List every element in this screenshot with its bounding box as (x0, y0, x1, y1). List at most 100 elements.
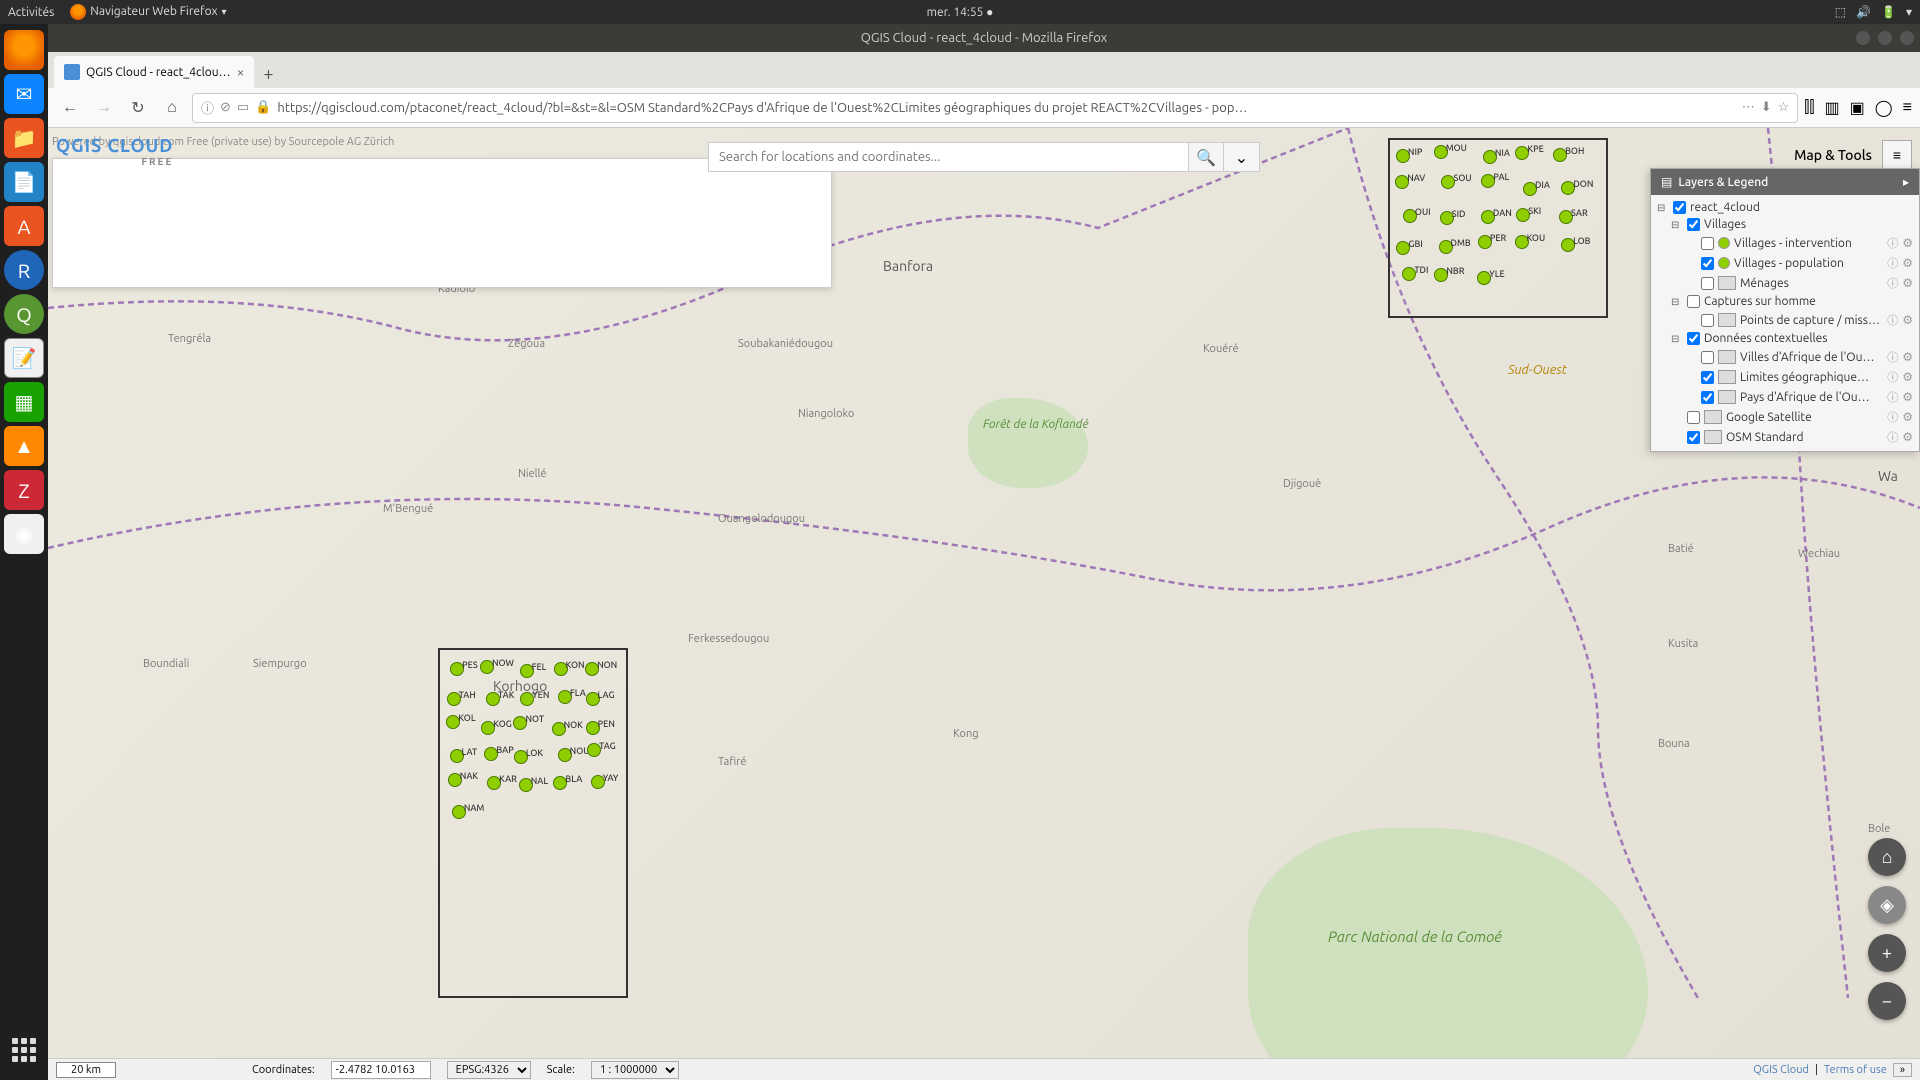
layer-item[interactable]: Pays d'Afrique de l'Ou…ⓘ⚙ (1657, 387, 1913, 407)
page-actions-icon[interactable]: ⋯ (1742, 100, 1755, 115)
menu-icon[interactable]: ≡ (1903, 98, 1912, 117)
dock-firefox[interactable] (4, 30, 44, 70)
layer-group-villages[interactable]: ⊟Villages (1657, 216, 1913, 233)
coords-input[interactable] (331, 1061, 431, 1079)
layer-checkbox[interactable] (1701, 351, 1714, 364)
layer-root[interactable]: ⊟react_4cloud (1657, 199, 1913, 216)
dock-writer[interactable]: 📄 (4, 162, 44, 202)
dock-thunderbird[interactable]: ✉ (4, 74, 44, 114)
zoom-in-button[interactable]: + (1868, 934, 1906, 972)
library-icon[interactable]: ⫿⫿ (1804, 98, 1814, 117)
gear-icon[interactable]: ⚙ (1902, 350, 1913, 364)
layer-item[interactable]: Villages - populationⓘ⚙ (1657, 253, 1913, 273)
layer-item[interactable]: Google Satelliteⓘ⚙ (1657, 407, 1913, 427)
volume-icon[interactable]: 🔊 (1856, 5, 1871, 19)
maptools-bar: Map & Tools ≡ (1794, 140, 1912, 170)
layer-checkbox[interactable] (1687, 295, 1700, 308)
dock-pdf[interactable]: ◉ (4, 514, 44, 554)
village-label: KOG (493, 719, 511, 729)
collapse-statusbar-button[interactable]: » (1893, 1063, 1912, 1077)
locate-button[interactable]: ◈ (1868, 886, 1906, 924)
layer-group-context[interactable]: ⊟Données contextuelles (1657, 330, 1913, 347)
layer-checkbox[interactable] (1687, 218, 1700, 231)
close-button[interactable] (1900, 31, 1914, 45)
minimize-button[interactable] (1856, 31, 1870, 45)
layer-checkbox[interactable] (1701, 391, 1714, 404)
epsg-select[interactable]: EPSG:4326 (447, 1061, 531, 1079)
firefox-window: QGIS Cloud - react_4cloud - Mozilla Fire… (48, 24, 1920, 1080)
gear-icon[interactable]: ⚙ (1902, 370, 1913, 384)
maptools-menu-button[interactable]: ≡ (1882, 140, 1912, 170)
layer-item[interactable]: Ménagesⓘ⚙ (1657, 273, 1913, 293)
gear-icon[interactable]: ⚙ (1902, 410, 1913, 424)
dock-zotero[interactable]: Z (4, 470, 44, 510)
gear-icon[interactable]: ⚙ (1902, 236, 1913, 250)
browser-tab[interactable]: QGIS Cloud - react_4clou… × (54, 56, 254, 88)
qgiscloud-link[interactable]: QGIS Cloud (1753, 1064, 1809, 1076)
layer-item[interactable]: Villes d'Afrique de l'Ou…ⓘ⚙ (1657, 347, 1913, 367)
clock[interactable]: mer. 14:55 ● (927, 5, 994, 19)
layer-checkbox[interactable] (1701, 277, 1714, 290)
url-bar[interactable]: ⓘ ⊘ ▭ 🔒 https://qgiscloud.com/ptaconet/r… (192, 93, 1798, 123)
dock-calc[interactable]: ▦ (4, 382, 44, 422)
layer-checkbox[interactable] (1701, 237, 1714, 250)
layer-item[interactable]: Limites géographique…ⓘ⚙ (1657, 367, 1913, 387)
screenshot-icon[interactable]: ▣ (1850, 98, 1865, 117)
dock-show-apps[interactable] (4, 1030, 44, 1070)
back-button[interactable]: ← (56, 94, 84, 122)
qgis-cloud-logo[interactable]: QGIS CLOUD FREE (56, 136, 173, 167)
dock-rstudio[interactable]: R (4, 250, 44, 290)
map-viewport[interactable]: Forêt de la Koflandé Parc National de la… (48, 128, 1920, 1080)
sidebar-icon[interactable]: ▥ (1825, 98, 1840, 117)
pocket-icon[interactable]: ⬇ (1761, 100, 1772, 115)
layer-group-captures[interactable]: ⊟Captures sur homme (1657, 293, 1913, 310)
gear-icon[interactable]: ⚙ (1902, 430, 1913, 444)
search-input[interactable] (708, 142, 1188, 172)
new-tab-button[interactable]: + (254, 60, 282, 88)
maximize-button[interactable] (1878, 31, 1892, 45)
scale-select[interactable]: 1 : 1000000 (591, 1061, 679, 1079)
reload-button[interactable]: ↻ (124, 94, 152, 122)
village-label: MOU (1446, 143, 1467, 153)
layer-checkbox[interactable] (1701, 257, 1714, 270)
city-label: Bouna (1658, 738, 1690, 750)
search-button[interactable]: 🔍 (1188, 142, 1224, 172)
home-button[interactable]: ⌂ (158, 94, 186, 122)
info-popup[interactable] (52, 158, 832, 288)
city-label: Wa (1878, 468, 1898, 484)
zoom-out-button[interactable]: − (1868, 982, 1906, 1020)
layer-checkbox[interactable] (1673, 201, 1686, 214)
home-extent-button[interactable]: ⌂ (1868, 838, 1906, 876)
dock-vlc[interactable]: ▲ (4, 426, 44, 466)
city-label: Soubakaniédougou (738, 338, 833, 350)
dock-qgis[interactable]: Q (4, 294, 44, 334)
gear-icon[interactable]: ⚙ (1902, 256, 1913, 270)
layer-checkbox[interactable] (1687, 332, 1700, 345)
dock-files[interactable]: 📁 (4, 118, 44, 158)
dock-texteditor[interactable]: 📝 (4, 338, 44, 378)
network-icon[interactable]: ⬚ (1835, 5, 1846, 19)
gear-icon[interactable]: ⚙ (1902, 390, 1913, 404)
layers-header[interactable]: ▤ Layers & Legend ▸ (1651, 169, 1919, 195)
layer-checkbox[interactable] (1701, 314, 1714, 327)
layer-item[interactable]: Points de capture / miss…ⓘ⚙ (1657, 310, 1913, 330)
bookmark-star-icon[interactable]: ☆ (1778, 100, 1790, 115)
gear-icon[interactable]: ⚙ (1902, 276, 1913, 290)
search-dropdown[interactable]: ⌄ (1224, 142, 1260, 172)
tab-close-icon[interactable]: × (237, 64, 245, 80)
layer-checkbox[interactable] (1687, 411, 1700, 424)
terms-link[interactable]: Terms of use (1824, 1064, 1887, 1076)
scale-label: Scale: (547, 1064, 575, 1076)
activities-button[interactable]: Activités (8, 6, 54, 19)
account-icon[interactable]: ◯ (1875, 98, 1893, 117)
gear-icon[interactable]: ⚙ (1902, 313, 1913, 327)
forward-button[interactable]: → (90, 94, 118, 122)
layer-checkbox[interactable] (1687, 431, 1700, 444)
power-icon[interactable]: ▾ (1906, 5, 1912, 19)
layer-item[interactable]: OSM Standardⓘ⚙ (1657, 427, 1913, 447)
battery-icon[interactable]: 🔋 (1881, 5, 1896, 19)
app-menu[interactable]: Navigateur Web Firefox▾ (70, 4, 226, 20)
layer-item[interactable]: Villages - interventionⓘ⚙ (1657, 233, 1913, 253)
layer-checkbox[interactable] (1701, 371, 1714, 384)
dock-software[interactable]: A (4, 206, 44, 246)
